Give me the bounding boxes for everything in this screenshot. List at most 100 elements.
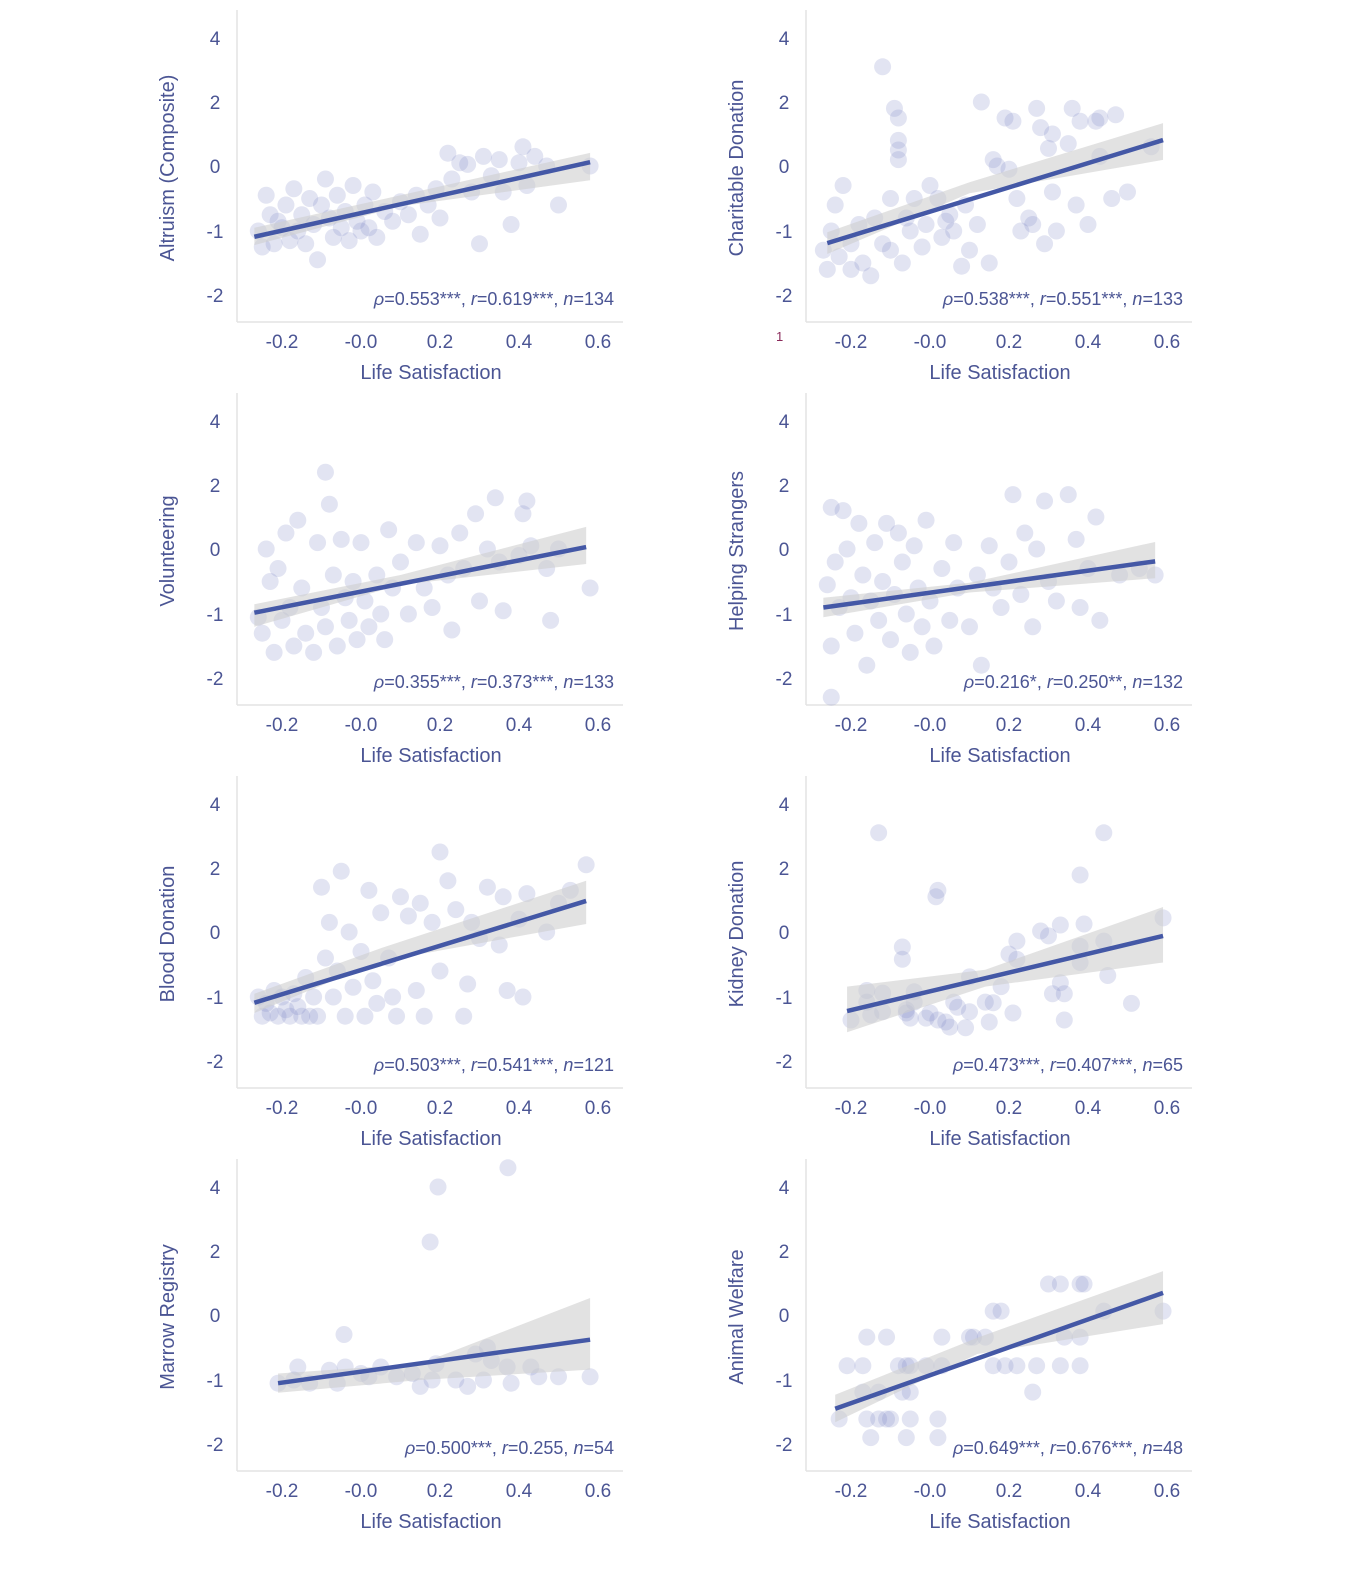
data-point bbox=[447, 901, 465, 919]
data-point bbox=[822, 688, 840, 706]
x-tick-label: 0.6 bbox=[585, 332, 611, 353]
data-point bbox=[1040, 927, 1057, 945]
data-point bbox=[1122, 994, 1140, 1012]
y-tick-label: 4 bbox=[779, 412, 790, 433]
correlation-annotation: ρ=0.649***, r=0.676***, n=48 bbox=[952, 1438, 1183, 1458]
regression-line bbox=[826, 137, 1164, 246]
stray-mark: 1 bbox=[776, 329, 783, 344]
data-point bbox=[1036, 492, 1054, 510]
data-point bbox=[1024, 216, 1042, 233]
x-tick-label: -0.2 bbox=[266, 332, 299, 353]
data-point bbox=[1099, 967, 1117, 985]
data-point bbox=[451, 524, 469, 542]
data-point bbox=[581, 1368, 599, 1386]
y-tick-label: -2 bbox=[776, 669, 793, 690]
y-tick-label: -1 bbox=[207, 222, 224, 243]
x-tick-label: -0.0 bbox=[345, 1098, 378, 1119]
data-point bbox=[451, 154, 469, 172]
data-point bbox=[878, 1410, 896, 1428]
data-point bbox=[316, 463, 334, 481]
data-point bbox=[305, 988, 323, 1006]
regression-line bbox=[253, 159, 591, 239]
data-point bbox=[1040, 139, 1057, 157]
data-point bbox=[882, 1410, 899, 1428]
data-point bbox=[471, 592, 488, 610]
y-axis-label: Volunteering bbox=[157, 495, 179, 606]
data-point bbox=[514, 138, 532, 156]
data-point bbox=[332, 862, 350, 880]
data-point bbox=[838, 540, 856, 558]
data-point bbox=[826, 553, 844, 571]
data-point bbox=[364, 972, 382, 990]
data-point bbox=[1087, 112, 1105, 130]
annotation-symbol: = bbox=[508, 1438, 519, 1458]
y-tick-label: 4 bbox=[779, 1178, 790, 1199]
annotation-symbol: r bbox=[1040, 289, 1047, 309]
confidence-band bbox=[823, 541, 1156, 618]
annotation-value: 133 bbox=[1153, 289, 1183, 309]
data-point bbox=[838, 1357, 856, 1375]
data-point bbox=[1043, 183, 1061, 201]
y-tick-label: 2 bbox=[210, 476, 221, 497]
data-point bbox=[905, 537, 923, 555]
data-point bbox=[1059, 486, 1077, 504]
y-tick-label: 0 bbox=[779, 157, 790, 178]
data-point bbox=[313, 196, 330, 214]
data-point bbox=[984, 1302, 1002, 1320]
correlation-annotation: ρ=0.500***, r=0.255, n=54 bbox=[404, 1438, 614, 1458]
annotation-symbol: , bbox=[461, 289, 471, 309]
annotation-symbol: = bbox=[1046, 289, 1057, 309]
x-tick-label: 0.4 bbox=[506, 1098, 533, 1119]
y-tick-label: 0 bbox=[210, 540, 221, 561]
panel-blood-donation: 4 2 0 -1 -2 -0.2 -0.0 0.2 0.4 0.6 Life Satisfactio… bbox=[157, 776, 623, 1150]
x-tick-label: -0.0 bbox=[914, 1481, 947, 1502]
data-point bbox=[494, 888, 512, 906]
data-point bbox=[542, 611, 560, 629]
panel-marrow-registry: 4 2 0 -1 -2 -0.2 -0.0 0.2 0.4 0.6 Life Satisfactio… bbox=[157, 1159, 623, 1533]
x-tick-label: 0.6 bbox=[1154, 332, 1180, 353]
data-point bbox=[957, 1019, 975, 1037]
data-point bbox=[376, 631, 394, 649]
x-tick-label: 0.2 bbox=[996, 1098, 1022, 1119]
annotation-value: 54 bbox=[594, 1438, 614, 1458]
data-point bbox=[384, 988, 402, 1006]
data-point bbox=[878, 1328, 896, 1346]
annotation-symbol: = bbox=[1053, 672, 1064, 692]
x-axis-label: Life Satisfaction bbox=[360, 362, 501, 384]
annotation-value: 0.500*** bbox=[426, 1438, 492, 1458]
data-point bbox=[1008, 1357, 1026, 1375]
data-point bbox=[1043, 985, 1061, 1003]
data-point bbox=[1055, 985, 1073, 1003]
data-point bbox=[1032, 119, 1050, 137]
annotation-symbol: r bbox=[1050, 1055, 1057, 1075]
data-point bbox=[518, 492, 536, 510]
data-point bbox=[1040, 1275, 1057, 1293]
data-point bbox=[297, 235, 315, 253]
annotation-symbol: n bbox=[563, 672, 573, 692]
x-tick-label: -0.0 bbox=[914, 1098, 947, 1119]
annotation-value: 0.541*** bbox=[487, 1055, 553, 1075]
data-point bbox=[277, 1001, 295, 1019]
data-point bbox=[889, 109, 907, 127]
data-point bbox=[925, 637, 943, 655]
y-axis-label: Blood Donation bbox=[157, 866, 179, 1003]
annotation-symbol: , bbox=[553, 289, 563, 309]
data-point bbox=[1000, 945, 1018, 963]
data-point bbox=[968, 566, 986, 584]
annotation-value: 134 bbox=[584, 289, 614, 309]
data-point bbox=[526, 147, 544, 165]
x-axis-label: Life Satisfaction bbox=[360, 1128, 501, 1150]
annotation-value: 0.676*** bbox=[1066, 1438, 1132, 1458]
y-tick-label: -1 bbox=[776, 605, 793, 626]
y-tick-label: -1 bbox=[207, 605, 224, 626]
y-tick-label: -2 bbox=[207, 286, 224, 307]
annotation-symbol: n bbox=[573, 1438, 583, 1458]
data-point bbox=[984, 1357, 1002, 1375]
annotation-symbol: = bbox=[1142, 672, 1153, 692]
annotation-symbol: = bbox=[477, 672, 488, 692]
data-point bbox=[340, 232, 358, 250]
annotation-symbol: = bbox=[1056, 1055, 1067, 1075]
data-point bbox=[360, 881, 378, 899]
data-point bbox=[277, 524, 295, 542]
